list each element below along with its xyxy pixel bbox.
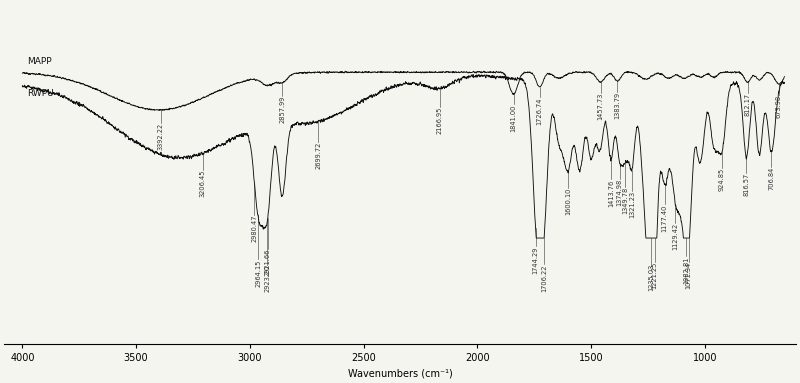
Text: 1071.34: 1071.34 [686, 262, 692, 289]
Text: 2857.99: 2857.99 [279, 96, 285, 123]
Text: 1235.03: 1235.03 [648, 264, 654, 291]
Text: 3392.22: 3392.22 [158, 123, 164, 150]
Text: 1706.22: 1706.22 [542, 264, 547, 292]
Text: RWPU: RWPU [27, 89, 54, 98]
Text: 1349.78: 1349.78 [622, 187, 628, 214]
Text: 1600.10: 1600.10 [566, 188, 571, 215]
Text: 2923.20: 2923.20 [264, 265, 270, 292]
Text: 3206.45: 3206.45 [200, 170, 206, 197]
Text: 1413.76: 1413.76 [608, 179, 614, 206]
Text: 2964.15: 2964.15 [255, 259, 261, 286]
Text: 1082.81: 1082.81 [683, 256, 689, 284]
Text: 2166.95: 2166.95 [437, 107, 442, 134]
Text: 706.84: 706.84 [769, 167, 774, 190]
Text: 1744.29: 1744.29 [533, 246, 538, 273]
X-axis label: Wavenumbers (cm⁻¹): Wavenumbers (cm⁻¹) [348, 369, 452, 379]
Text: 1374.98: 1374.98 [617, 179, 622, 206]
Text: 2921.66: 2921.66 [265, 249, 271, 276]
Text: 1221.25: 1221.25 [651, 262, 658, 289]
Text: 924.85: 924.85 [719, 168, 725, 192]
Text: 816.57: 816.57 [743, 173, 750, 196]
Text: 1383.79: 1383.79 [614, 92, 621, 119]
Text: 1726.74: 1726.74 [537, 97, 542, 125]
Text: 1129.42: 1129.42 [672, 223, 678, 250]
Text: 1177.40: 1177.40 [662, 205, 667, 232]
Text: 673.98: 673.98 [776, 95, 782, 118]
Text: 1841.00: 1841.00 [510, 105, 517, 132]
Text: MAPP: MAPP [27, 57, 51, 66]
Text: 1321.23: 1321.23 [629, 191, 635, 218]
Text: 812.17: 812.17 [745, 93, 750, 116]
Text: 2980.47: 2980.47 [251, 214, 258, 242]
Text: 1457.73: 1457.73 [598, 93, 604, 120]
Text: 2699.72: 2699.72 [315, 142, 321, 169]
